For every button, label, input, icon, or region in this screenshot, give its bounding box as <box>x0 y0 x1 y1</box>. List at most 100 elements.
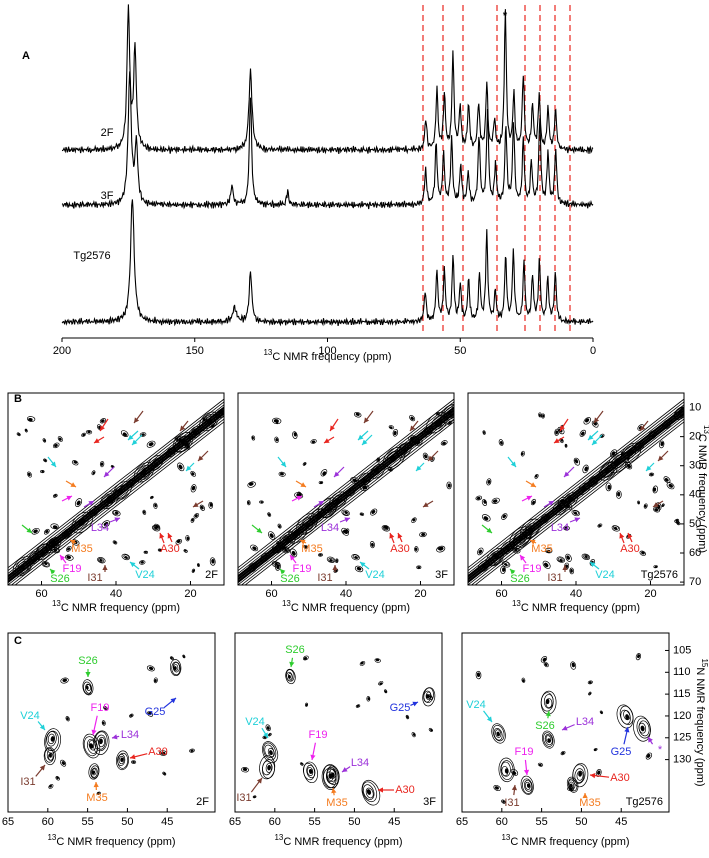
contour <box>647 430 658 440</box>
arrow-head <box>91 729 97 735</box>
contour <box>275 419 279 424</box>
contour <box>259 500 264 504</box>
contour <box>424 426 433 436</box>
arrow-head <box>378 787 383 793</box>
arrow-head <box>26 527 32 533</box>
contour <box>154 526 158 530</box>
arrow-head <box>289 661 295 667</box>
contour <box>95 734 107 750</box>
contour <box>249 563 258 572</box>
contour <box>335 558 339 563</box>
contour <box>267 747 275 758</box>
contour <box>287 523 308 544</box>
x-tick-label: 50 <box>348 816 360 828</box>
contour <box>55 776 60 781</box>
contour <box>112 510 119 515</box>
contour <box>483 516 489 521</box>
contour <box>16 432 21 437</box>
x-tick-label: 60 <box>265 588 277 600</box>
arrow-head <box>416 465 422 471</box>
contour <box>45 730 59 752</box>
arrow-head <box>85 672 91 677</box>
contour <box>491 553 500 561</box>
contour <box>560 751 566 756</box>
x-tick-label: 200 <box>53 345 71 357</box>
contour <box>43 439 46 442</box>
peak-label: L34 <box>576 716 594 728</box>
contour <box>567 496 574 503</box>
contour <box>186 536 190 541</box>
arrow-head <box>318 501 324 506</box>
contour <box>444 406 454 419</box>
peak-label: L34 <box>551 522 569 534</box>
axis-label-text: C NMR frequency (ppm) <box>521 602 640 614</box>
contour <box>159 750 168 756</box>
contour <box>168 450 172 454</box>
contour <box>579 429 587 437</box>
contour <box>598 524 602 527</box>
contour <box>153 502 158 509</box>
arrow-head <box>560 425 565 431</box>
arrow-head <box>530 482 536 487</box>
arrow-head <box>134 417 140 423</box>
contour <box>626 464 631 469</box>
contour <box>430 728 433 732</box>
contour <box>37 546 48 557</box>
contour <box>104 706 107 710</box>
contour <box>139 560 146 565</box>
contour <box>100 462 104 466</box>
contour <box>324 504 334 514</box>
contour <box>99 738 103 745</box>
axis-label: 13C NMR frequency (ppm) <box>47 833 175 848</box>
contour <box>173 664 179 672</box>
arrow-head <box>88 501 94 506</box>
contour <box>583 554 590 560</box>
contour <box>142 510 146 514</box>
contour <box>129 713 134 718</box>
contour <box>555 430 559 435</box>
contour <box>342 510 349 516</box>
contour <box>541 413 545 419</box>
arrow-head <box>130 754 136 760</box>
contour <box>520 775 534 795</box>
contour <box>26 416 36 422</box>
peak-label: S26 <box>50 573 70 585</box>
contour <box>374 658 381 663</box>
contour <box>190 484 197 493</box>
contour <box>560 439 563 442</box>
contour <box>447 483 451 488</box>
contour <box>209 557 216 566</box>
x-tick-label: 45 <box>615 816 627 828</box>
contour <box>502 514 507 519</box>
contour <box>92 730 110 756</box>
contour <box>304 545 308 549</box>
contour <box>678 411 682 415</box>
contour <box>599 710 604 715</box>
contour <box>522 532 529 537</box>
contour <box>190 517 195 523</box>
spectrum-name: Tg2576 <box>641 569 678 581</box>
contour <box>495 729 502 738</box>
contour <box>393 430 397 436</box>
contour <box>504 563 508 566</box>
arrow-head <box>324 438 330 443</box>
contour <box>209 422 215 428</box>
contour <box>208 501 214 509</box>
contour <box>552 499 569 516</box>
contour <box>44 562 48 565</box>
contour <box>360 475 371 486</box>
contour <box>144 551 148 554</box>
contour <box>581 431 585 436</box>
arrow-head <box>562 565 568 570</box>
contour <box>326 506 332 512</box>
contour <box>604 465 613 474</box>
contour <box>348 489 353 493</box>
contour <box>442 404 454 421</box>
contour <box>405 714 410 720</box>
y-tick-label: 125 <box>673 732 691 744</box>
contour <box>139 432 147 437</box>
x-tick-label: 60 <box>495 588 507 600</box>
y-tick-label: 60 <box>689 547 701 559</box>
arrow-head <box>397 533 403 539</box>
contour <box>352 554 359 559</box>
